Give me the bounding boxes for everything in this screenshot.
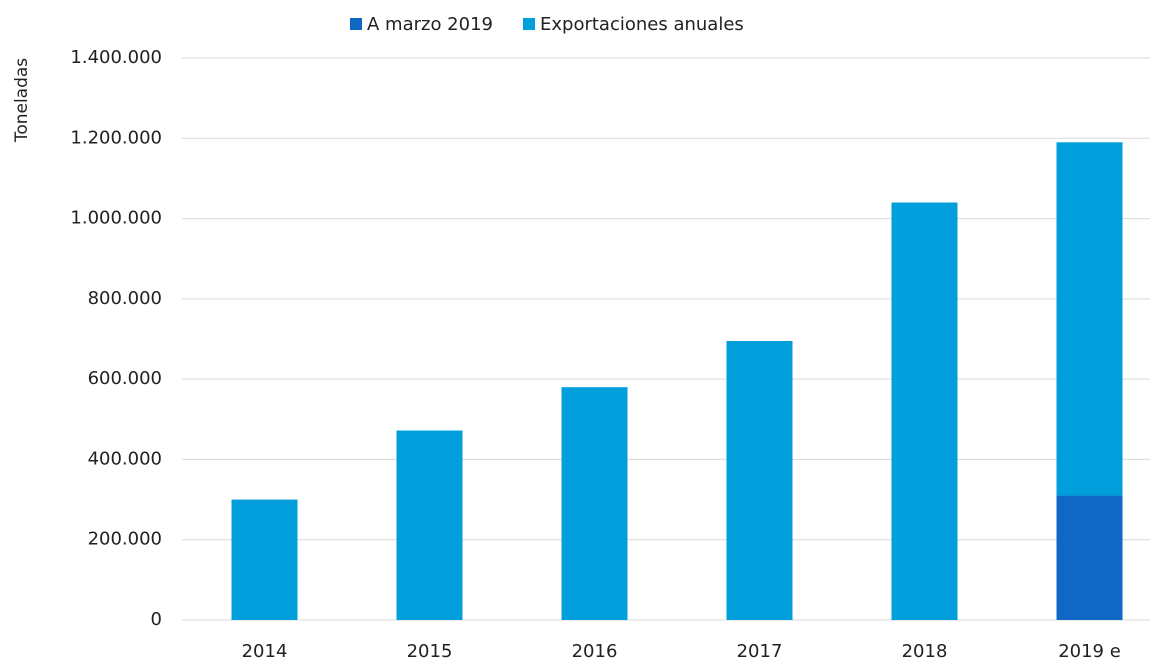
y-axis-title: Toneladas [12, 58, 32, 143]
x-tick-label: 2017 [737, 641, 783, 662]
y-tick-label: 200.000 [88, 529, 162, 550]
legend-swatch [523, 18, 535, 30]
bar-segment [561, 387, 628, 620]
legend-label: Exportaciones anuales [540, 14, 744, 35]
y-tick-label: 1.200.000 [70, 127, 162, 148]
x-tick-label: 2019 e [1058, 641, 1121, 662]
y-tick-label: 800.000 [88, 288, 162, 309]
bar-segment [231, 499, 298, 620]
y-tick-label: 600.000 [88, 368, 162, 389]
x-tick-label: 2014 [242, 641, 288, 662]
y-tick-label: 400.000 [88, 448, 162, 469]
x-tick-label: 2018 [902, 641, 948, 662]
bar-segment [891, 202, 958, 620]
y-tick-label: 1.000.000 [70, 208, 162, 229]
bar-segment [1056, 142, 1123, 496]
x-tick-label: 2016 [572, 641, 618, 662]
y-tick-label: 1.400.000 [70, 47, 162, 68]
y-tick-label: 0 [151, 609, 162, 630]
bar-segment [726, 341, 793, 620]
legend-label: A marzo 2019 [367, 14, 493, 35]
x-tick-label: 2015 [407, 641, 453, 662]
legend-swatch [350, 18, 362, 30]
bar-segment [396, 430, 463, 620]
bar-segment [1056, 495, 1123, 620]
